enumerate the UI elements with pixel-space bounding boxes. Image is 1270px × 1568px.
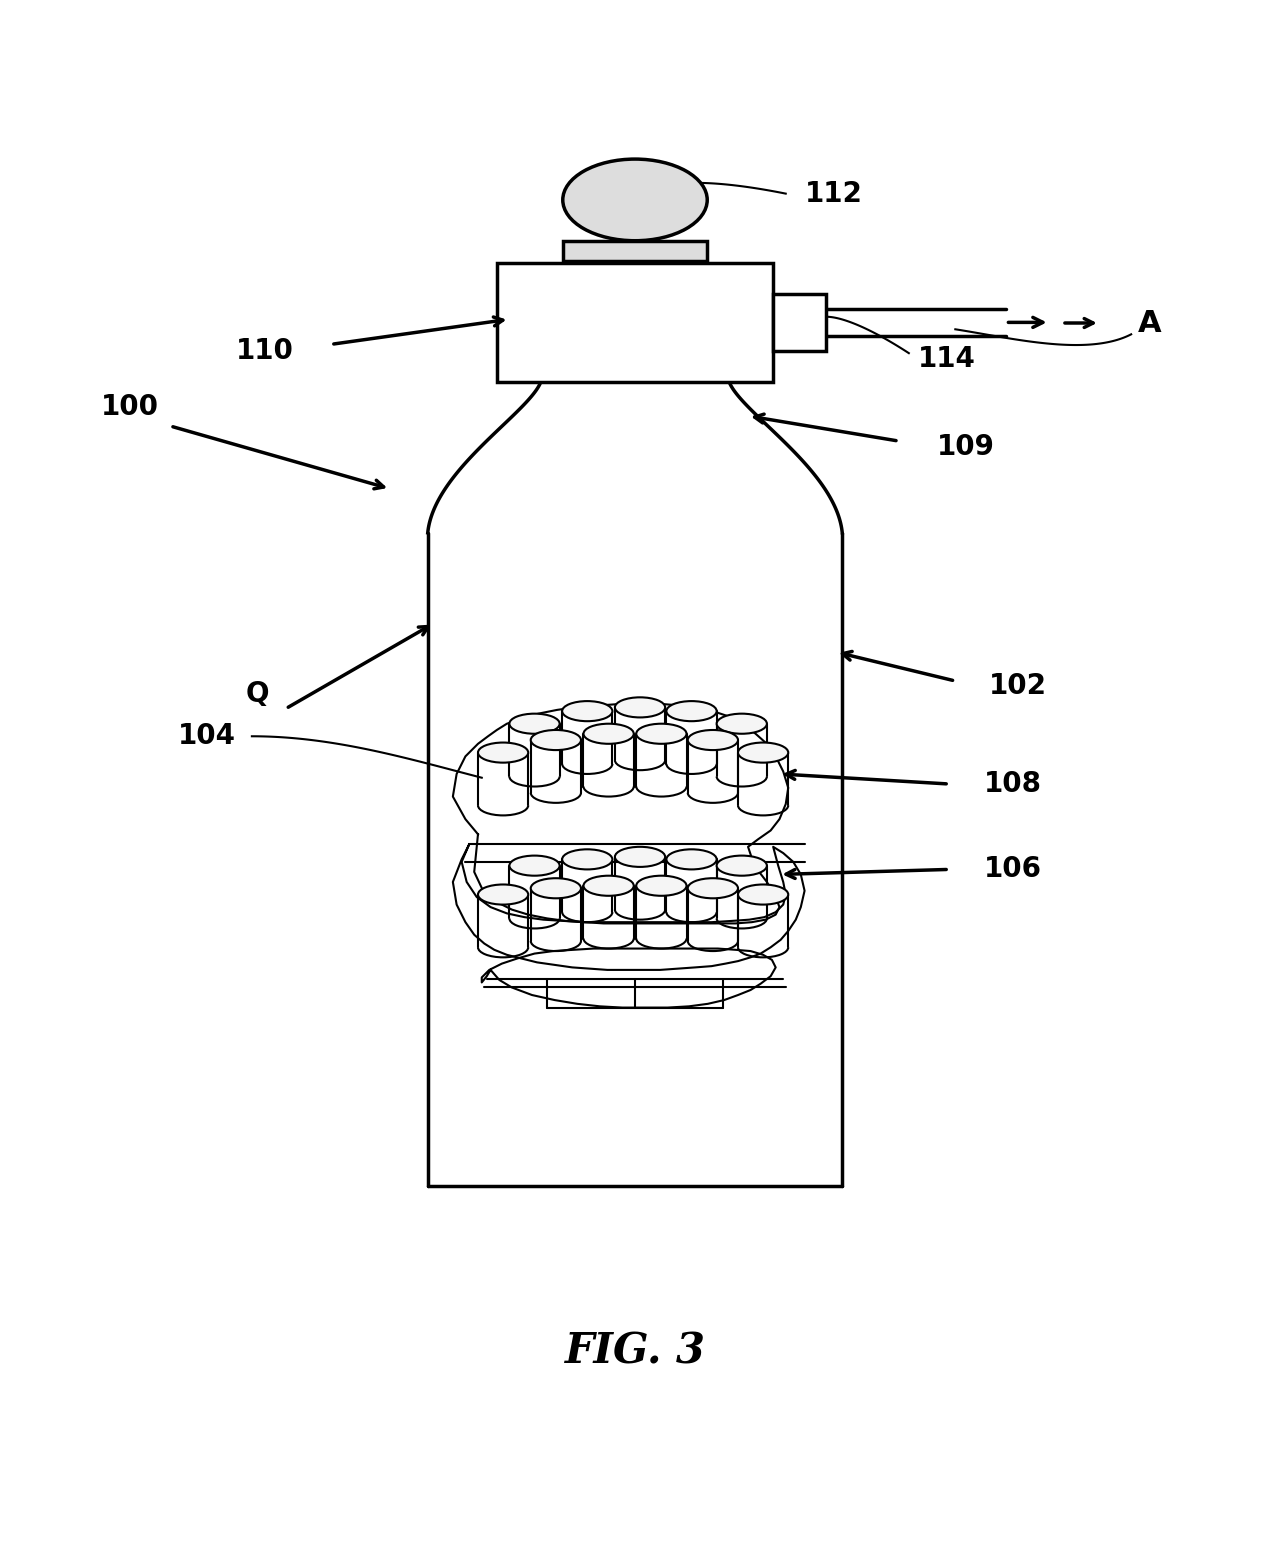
Ellipse shape bbox=[738, 884, 789, 905]
Text: 104: 104 bbox=[178, 723, 235, 750]
Text: 109: 109 bbox=[936, 433, 994, 461]
Ellipse shape bbox=[509, 856, 560, 875]
Text: 102: 102 bbox=[989, 673, 1048, 699]
Ellipse shape bbox=[688, 878, 738, 898]
Ellipse shape bbox=[636, 724, 687, 743]
Ellipse shape bbox=[615, 698, 665, 718]
Ellipse shape bbox=[667, 701, 716, 721]
Text: Q: Q bbox=[245, 679, 269, 707]
Ellipse shape bbox=[583, 724, 634, 743]
Ellipse shape bbox=[688, 731, 738, 750]
Text: 114: 114 bbox=[918, 345, 975, 373]
Ellipse shape bbox=[563, 158, 707, 241]
Ellipse shape bbox=[531, 878, 580, 898]
Bar bbox=[497, 263, 773, 383]
Ellipse shape bbox=[667, 850, 716, 869]
Bar bbox=[563, 241, 707, 260]
Text: 108: 108 bbox=[984, 770, 1043, 798]
Ellipse shape bbox=[716, 856, 767, 875]
Text: 100: 100 bbox=[102, 394, 159, 422]
Ellipse shape bbox=[563, 850, 612, 869]
Ellipse shape bbox=[583, 875, 634, 895]
Ellipse shape bbox=[615, 847, 665, 867]
Text: A: A bbox=[1138, 309, 1161, 337]
Ellipse shape bbox=[531, 731, 580, 750]
Ellipse shape bbox=[738, 743, 789, 762]
Ellipse shape bbox=[563, 701, 612, 721]
Bar bbox=[773, 295, 826, 351]
Ellipse shape bbox=[636, 875, 687, 895]
Text: 106: 106 bbox=[984, 856, 1043, 883]
Ellipse shape bbox=[478, 743, 528, 762]
Text: 112: 112 bbox=[805, 180, 862, 207]
Text: 110: 110 bbox=[235, 337, 293, 365]
Ellipse shape bbox=[509, 713, 560, 734]
Text: FIG. 3: FIG. 3 bbox=[564, 1331, 706, 1372]
Ellipse shape bbox=[478, 884, 528, 905]
Ellipse shape bbox=[716, 713, 767, 734]
